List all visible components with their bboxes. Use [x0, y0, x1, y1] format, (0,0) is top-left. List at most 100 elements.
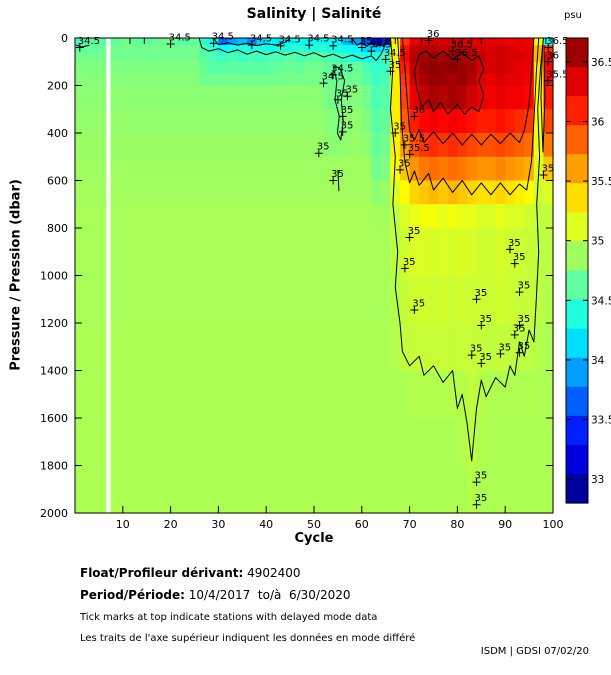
heatmap-cell: [323, 85, 334, 110]
heatmap-cell: [256, 370, 267, 419]
y-tick-label: 1800: [40, 460, 68, 473]
heatmap-cell: [266, 156, 277, 182]
colorbar-tick-label: 35: [591, 236, 604, 248]
heatmap-cell: [75, 109, 86, 134]
colorbar-segment: [566, 125, 588, 155]
heatmap-cell: [180, 73, 191, 87]
heatmap-cell: [466, 418, 478, 467]
heatmap-cell: [543, 109, 554, 134]
heatmap-cell: [84, 465, 95, 514]
heatmap-cell: [237, 323, 248, 372]
heatmap-cell: [275, 228, 286, 277]
heatmap-cell: [189, 38, 200, 46]
heatmap-cell: [476, 323, 487, 372]
heatmap-cell: [132, 204, 143, 229]
heatmap-cell: [141, 73, 153, 87]
heatmap-cell: [218, 133, 229, 158]
heatmap-cell: [380, 370, 392, 419]
contour-line: [401, 38, 535, 146]
heatmap-cell: [533, 418, 545, 467]
heatmap-cell: [94, 85, 105, 110]
colorbar-tick-label: 36: [591, 116, 605, 128]
contour-label: 35: [541, 164, 554, 175]
heatmap-cell: [533, 323, 545, 372]
heatmap-cell: [180, 204, 191, 229]
heatmap-cell: [285, 45, 296, 53]
y-axis-label: Pressure / Pression (dbar): [8, 179, 24, 371]
heatmap-cell: [495, 85, 506, 110]
heatmap-cell: [495, 323, 506, 372]
heatmap-cell: [361, 109, 372, 134]
heatmap-cell: [247, 204, 258, 229]
heatmap-cell: [419, 204, 430, 229]
heatmap-cell: [466, 156, 478, 182]
heatmap-cell: [390, 370, 401, 419]
heatmap-cell: [180, 180, 191, 205]
heatmap-cell: [180, 109, 191, 134]
contour-label-marker: [314, 149, 323, 158]
heatmap-cell: [237, 204, 248, 229]
heatmap-cell: [361, 85, 372, 110]
heatmap-cell: [151, 180, 162, 205]
heatmap-cell: [333, 180, 344, 205]
heatmap-cell: [505, 52, 516, 63]
heatmap-cell: [256, 61, 267, 75]
heatmap-cell: [266, 204, 277, 229]
contour-label-marker: [405, 233, 414, 242]
contour-label-marker: [410, 305, 419, 314]
heatmap-cell: [495, 370, 506, 419]
heatmap-cell: [333, 204, 344, 229]
heatmap-cell: [390, 156, 401, 182]
contour-label-marker: [333, 95, 342, 104]
heatmap-cell: [457, 61, 468, 75]
heatmap-cell: [256, 275, 267, 324]
heatmap-cell: [438, 109, 449, 134]
contour-label: 35: [388, 60, 401, 71]
heatmap-cell: [199, 370, 210, 419]
heatmap-cell: [304, 156, 315, 182]
heatmap-cell: [266, 370, 277, 419]
contour-label: 35: [518, 341, 531, 352]
heatmap-cell: [141, 109, 153, 134]
contour-label-marker: [544, 76, 553, 85]
heatmap-cell: [247, 133, 258, 158]
heatmap-cell: [132, 323, 143, 372]
heatmap-cell: [208, 45, 219, 53]
contour-label: 35: [341, 120, 354, 131]
heatmap-cell: [141, 418, 153, 467]
heatmap-cell: [208, 109, 219, 134]
heatmap-cell: [75, 52, 86, 63]
heatmap-cell: [409, 275, 420, 324]
heatmap-cell: [84, 156, 95, 182]
heatmap-cell: [514, 323, 525, 372]
heatmap-cell: [390, 323, 401, 372]
heatmap-cell: [495, 418, 506, 467]
heatmap-cell: [409, 204, 420, 229]
heatmap-cell: [132, 370, 143, 419]
contour-label-marker: [338, 127, 347, 136]
heatmap-cell: [514, 180, 525, 205]
heatmap-cell: [495, 204, 506, 229]
heatmap-cell: [189, 45, 200, 53]
heatmap-cell: [189, 275, 200, 324]
contour-line: [397, 38, 540, 196]
heatmap-cell: [514, 52, 525, 63]
heatmap-cell: [122, 133, 133, 158]
heatmap-cell: [476, 204, 487, 229]
heatmap-cell: [333, 323, 344, 372]
heatmap-cell: [361, 465, 372, 514]
heatmap-cell: [466, 52, 478, 63]
colorbar-segment: [566, 328, 588, 359]
heatmap-cell: [151, 370, 162, 419]
heatmap-cell: [390, 61, 401, 75]
heatmap-cell: [514, 85, 525, 110]
heatmap-cell: [505, 85, 516, 110]
contour-label: 34.5: [279, 34, 301, 45]
heatmap-cell: [419, 323, 430, 372]
contour-label: 34.5: [78, 36, 100, 47]
heatmap-cell: [132, 52, 143, 63]
contour-label-marker: [510, 330, 519, 339]
heatmap-cell: [75, 38, 86, 46]
heatmap-cell: [466, 61, 478, 75]
heatmap-cell: [132, 228, 143, 277]
